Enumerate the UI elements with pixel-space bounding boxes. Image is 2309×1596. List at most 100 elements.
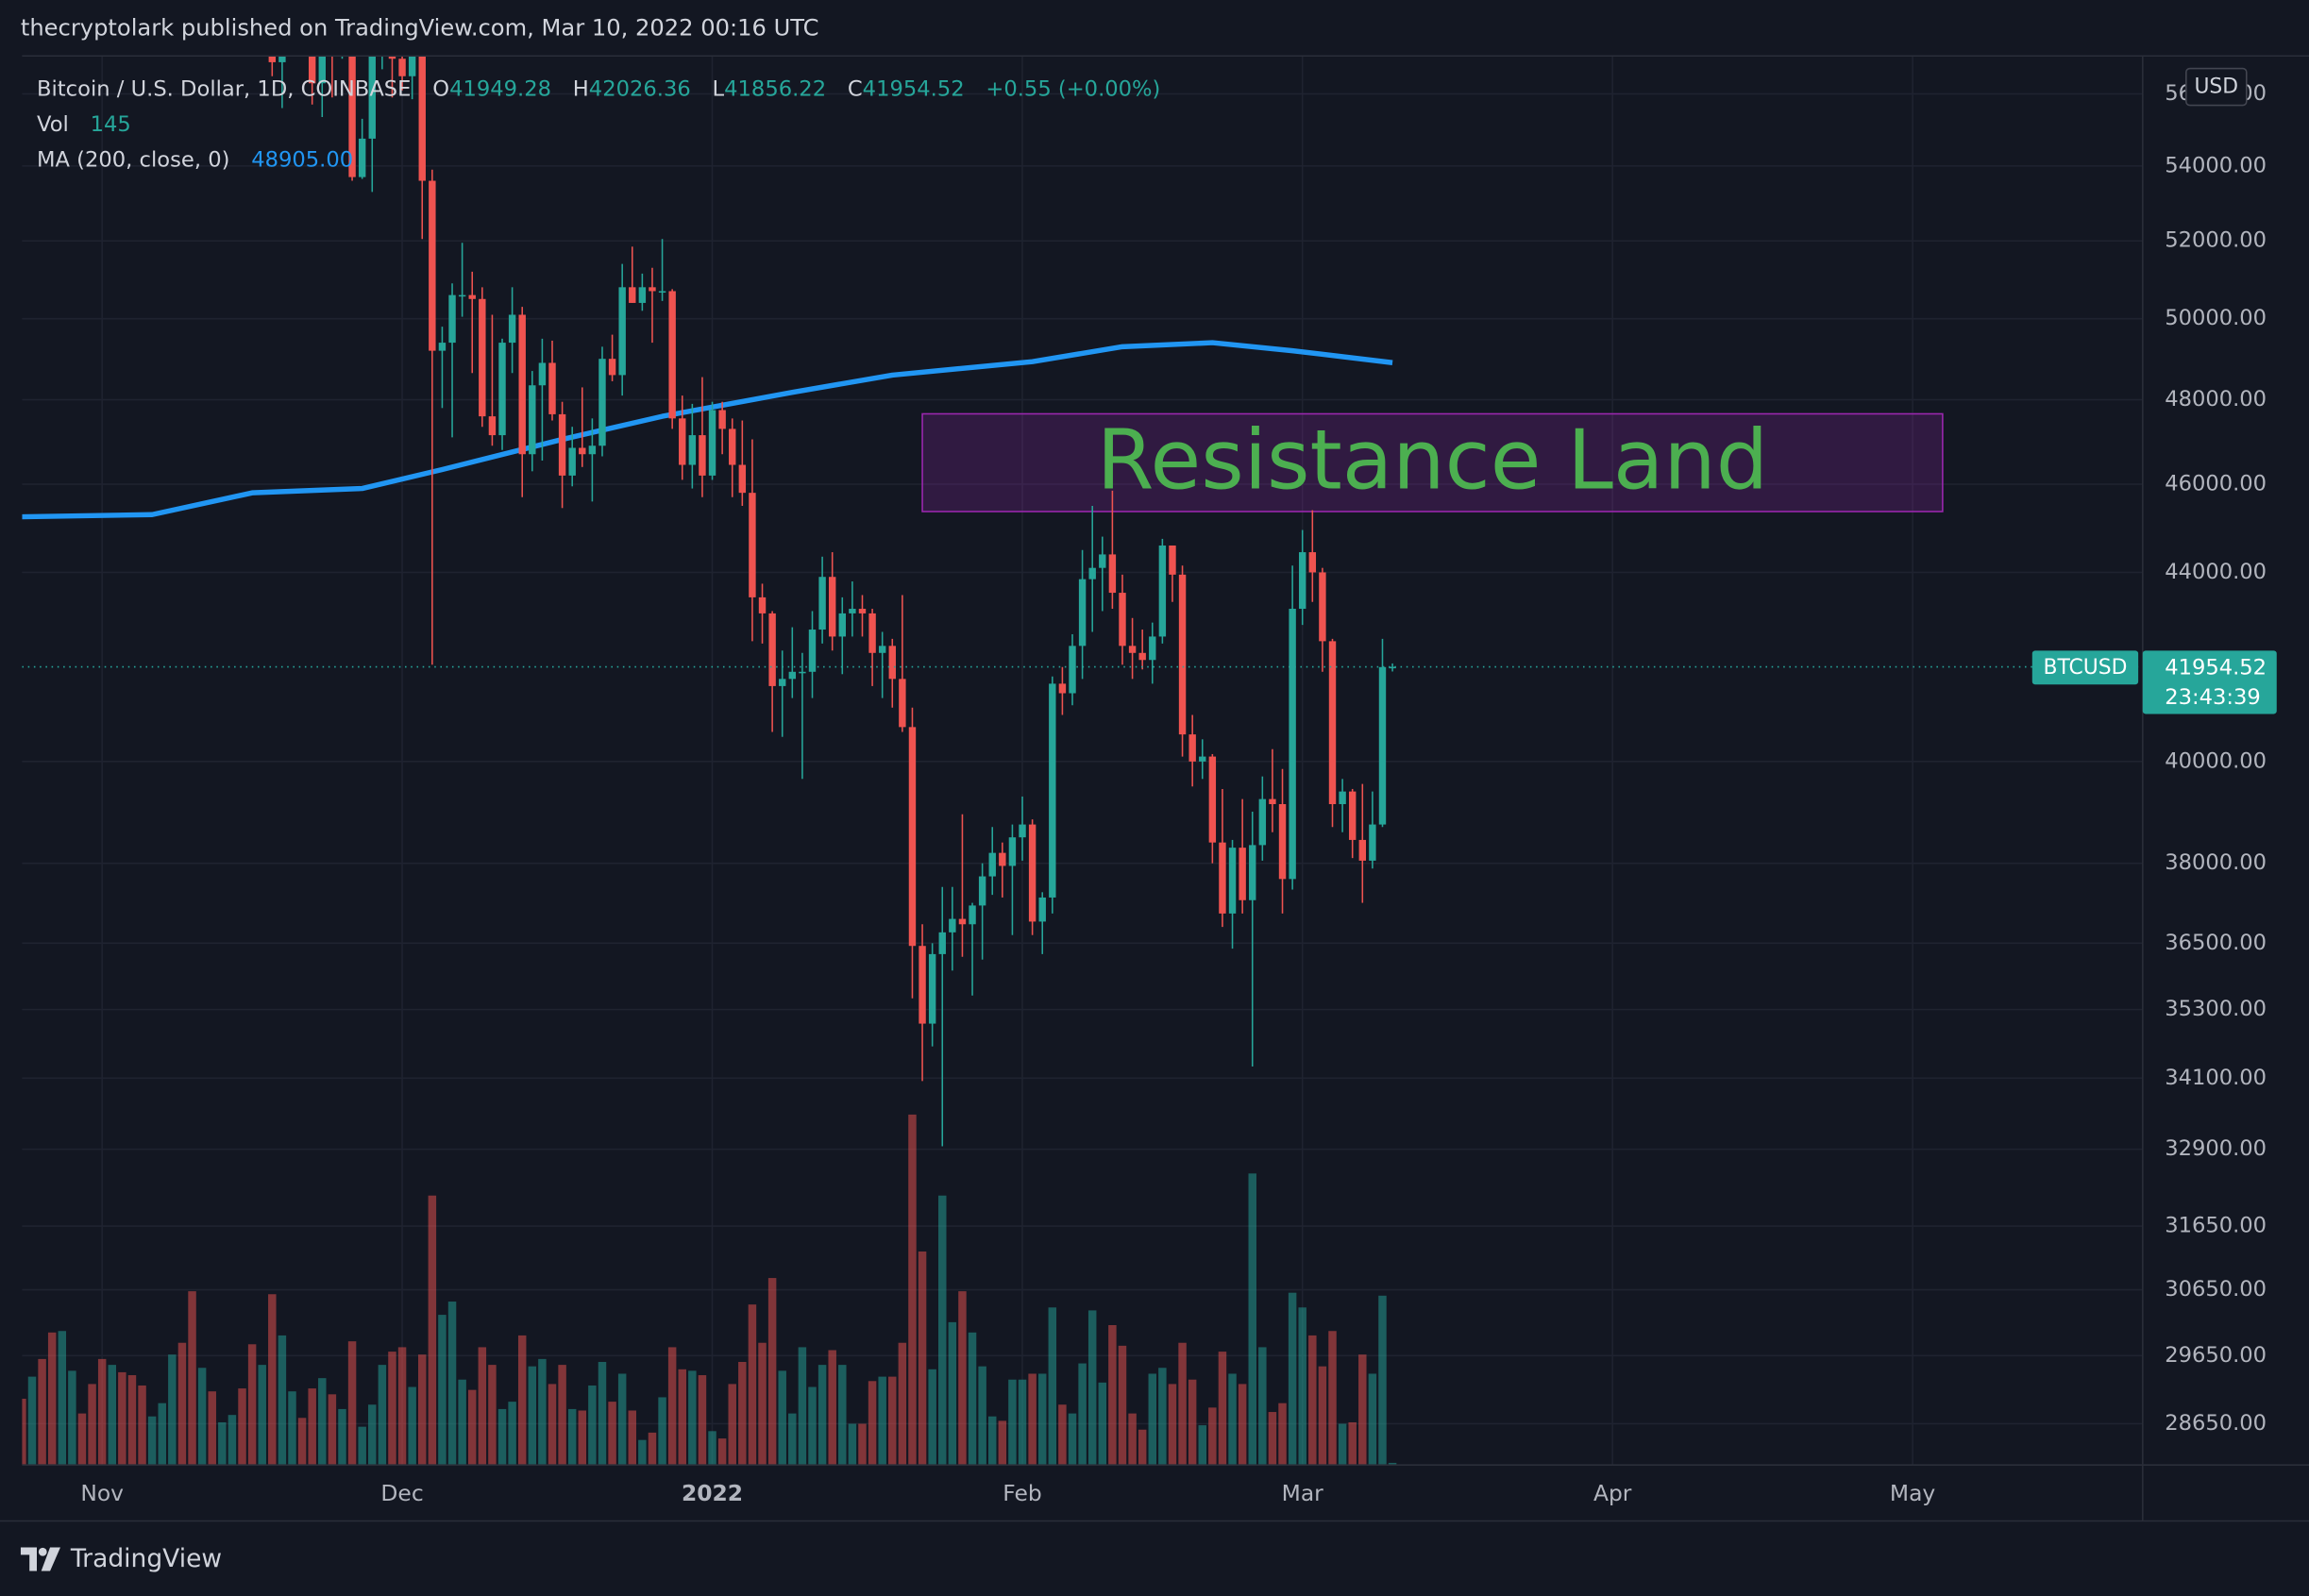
- volume-bar: [1318, 1366, 1327, 1466]
- countdown-label: 23:43:39: [2165, 685, 2261, 710]
- volume-bar: [1208, 1407, 1217, 1466]
- volume-bar: [828, 1350, 836, 1466]
- x-tick-label: 2022: [682, 1480, 743, 1506]
- volume-bar: [1058, 1404, 1067, 1466]
- candle-body: [949, 918, 956, 932]
- volume-bar: [218, 1421, 227, 1466]
- volume-bar: [1108, 1325, 1117, 1466]
- candle-body: [568, 447, 576, 476]
- candle-body: [629, 287, 636, 303]
- candle-body: [1038, 897, 1046, 922]
- candle-body: [688, 435, 697, 465]
- y-tick-label: 35300.00: [2165, 997, 2267, 1021]
- volume-bar: [788, 1413, 797, 1466]
- volume-bar: [1028, 1373, 1037, 1466]
- volume-bar: [717, 1438, 727, 1466]
- candle-body: [699, 435, 706, 476]
- volume-bar: [708, 1431, 716, 1466]
- ma-value: 48905.00: [251, 148, 354, 173]
- close-value: 41954.52: [862, 77, 965, 102]
- volume-bar: [1368, 1373, 1377, 1466]
- volume-bar: [608, 1402, 616, 1466]
- candle-body: [828, 577, 836, 637]
- legend-row: MA (200, close, 0) 48905.00: [37, 143, 1160, 177]
- candle-body: [618, 287, 626, 376]
- legend-row: Vol 145: [37, 108, 1160, 143]
- candle-body: [348, 56, 356, 177]
- volume-bar: [1008, 1379, 1017, 1466]
- volume-bar: [388, 1352, 396, 1466]
- x-tick-label: May: [1890, 1480, 1936, 1506]
- volume-bar: [338, 1408, 346, 1466]
- candle-body: [668, 291, 676, 419]
- candle-body: [268, 56, 277, 62]
- volume-bar: [868, 1381, 877, 1466]
- volume-bar: [767, 1278, 777, 1466]
- volume-bar: [1178, 1342, 1187, 1466]
- volume-bar: [58, 1331, 67, 1466]
- candle-body: [868, 613, 876, 653]
- volume-bar: [268, 1294, 277, 1466]
- volume-bar: [38, 1358, 46, 1466]
- volume-bar: [247, 1344, 257, 1466]
- volume-bar: [517, 1335, 527, 1466]
- x-tick-label: Feb: [1003, 1480, 1041, 1506]
- candle-body: [358, 138, 366, 177]
- candle-body: [468, 294, 476, 299]
- volume-bar: [27, 1376, 37, 1466]
- candle-body: [749, 493, 756, 597]
- candle-body: [1319, 572, 1326, 642]
- candle-body: [938, 932, 946, 954]
- candle-body: [1078, 579, 1087, 647]
- volume-bar: [1037, 1373, 1047, 1466]
- y-tick-label: 46000.00: [2165, 472, 2267, 496]
- volume-bar: [667, 1347, 677, 1466]
- candle-body: [418, 56, 426, 181]
- candle-body: [1188, 734, 1196, 762]
- volume-bar: [598, 1362, 607, 1466]
- volume-bar: [528, 1366, 537, 1466]
- volume-bar: [458, 1379, 466, 1466]
- y-tick-label: 32900.00: [2165, 1136, 2267, 1161]
- volume-bar: [798, 1347, 807, 1466]
- candle-body: [318, 56, 326, 84]
- candle-body: [1358, 839, 1367, 861]
- volume-bar: [748, 1304, 757, 1466]
- candle-body: [1028, 824, 1037, 922]
- volume-bar: [838, 1365, 847, 1466]
- high-key: H: [572, 77, 589, 102]
- close-key: C: [847, 77, 863, 102]
- resistance-zone: [921, 412, 1944, 512]
- volume-bar: [88, 1384, 96, 1466]
- volume-bar: [1248, 1173, 1256, 1466]
- volume-bar: [1158, 1368, 1167, 1466]
- candle-body: [928, 953, 936, 1024]
- candle-body: [908, 727, 917, 947]
- open-value: 41949.28: [449, 77, 552, 102]
- candle-body: [398, 59, 406, 76]
- candle-body: [1308, 552, 1317, 573]
- volume-bar: [97, 1358, 107, 1466]
- volume-bar: [497, 1408, 507, 1466]
- volume-bar: [698, 1375, 707, 1466]
- candle-body: [1208, 756, 1217, 843]
- currency-badge[interactable]: USD: [2185, 67, 2248, 107]
- candle-body: [718, 410, 726, 429]
- volume-bar: [558, 1365, 566, 1466]
- y-tick-label: 50000.00: [2165, 306, 2267, 330]
- volume-bar: [858, 1423, 867, 1466]
- volume-bar: [898, 1342, 907, 1466]
- volume-bar: [478, 1347, 487, 1466]
- candle-body: [1249, 845, 1256, 900]
- candle-body: [679, 418, 686, 465]
- candle-body: [708, 410, 716, 476]
- volume-bar: [1378, 1295, 1387, 1466]
- y-tick-label: 44000.00: [2165, 560, 2267, 584]
- volume-bar: [1068, 1413, 1077, 1466]
- high-value: 42026.36: [588, 77, 691, 102]
- y-tick-label: 34100.00: [2165, 1066, 2267, 1090]
- volume-bar: [47, 1332, 57, 1466]
- volume-bar: [1098, 1382, 1107, 1466]
- volume-bar: [987, 1416, 997, 1466]
- volume-bar: [418, 1354, 427, 1466]
